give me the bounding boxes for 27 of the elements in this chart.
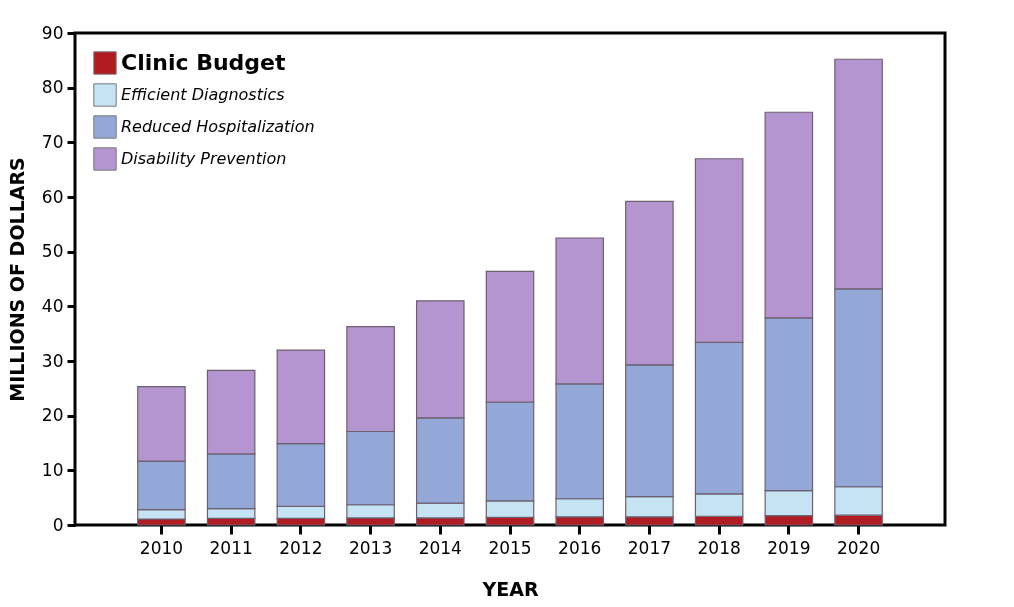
legend-label: Efficient Diagnostics	[121, 85, 285, 104]
y-tick-label: 70	[41, 131, 64, 152]
legend-label: Disability Prevention	[121, 149, 287, 168]
y-tick-label: 30	[41, 350, 64, 371]
x-tick-label: 2014	[418, 537, 462, 558]
x-tick-label: 2020	[836, 537, 881, 558]
y-tick-label: 20	[41, 405, 64, 426]
x-tick-label: 2018	[697, 537, 741, 558]
y-tick-label: 50	[41, 241, 64, 262]
y-tick-label: 90	[41, 22, 64, 43]
y-tick-label: 40	[41, 295, 64, 316]
legend-label: Clinic Budget	[121, 50, 286, 75]
legend-label: Reduced Hospitalization	[121, 117, 315, 136]
x-tick-label: 2015	[488, 537, 532, 558]
x-tick-label: 2011	[209, 537, 253, 558]
x-tick-label: 2010	[139, 537, 184, 558]
y-axis-title: MILLIONS OF DOLLARS	[5, 157, 28, 402]
x-tick-label: 2012	[279, 537, 323, 558]
x-axis-title: YEAR	[481, 577, 539, 600]
x-tick-label: 2017	[627, 537, 672, 558]
y-tick-label: 60	[41, 186, 64, 207]
x-tick-label: 2019	[767, 537, 811, 558]
y-tick-label: 0	[52, 514, 64, 535]
x-tick-label: 2013	[348, 537, 393, 558]
y-tick-label: 80	[41, 77, 64, 98]
x-tick-label: 2016	[558, 537, 602, 558]
y-tick-label: 10	[41, 459, 64, 480]
